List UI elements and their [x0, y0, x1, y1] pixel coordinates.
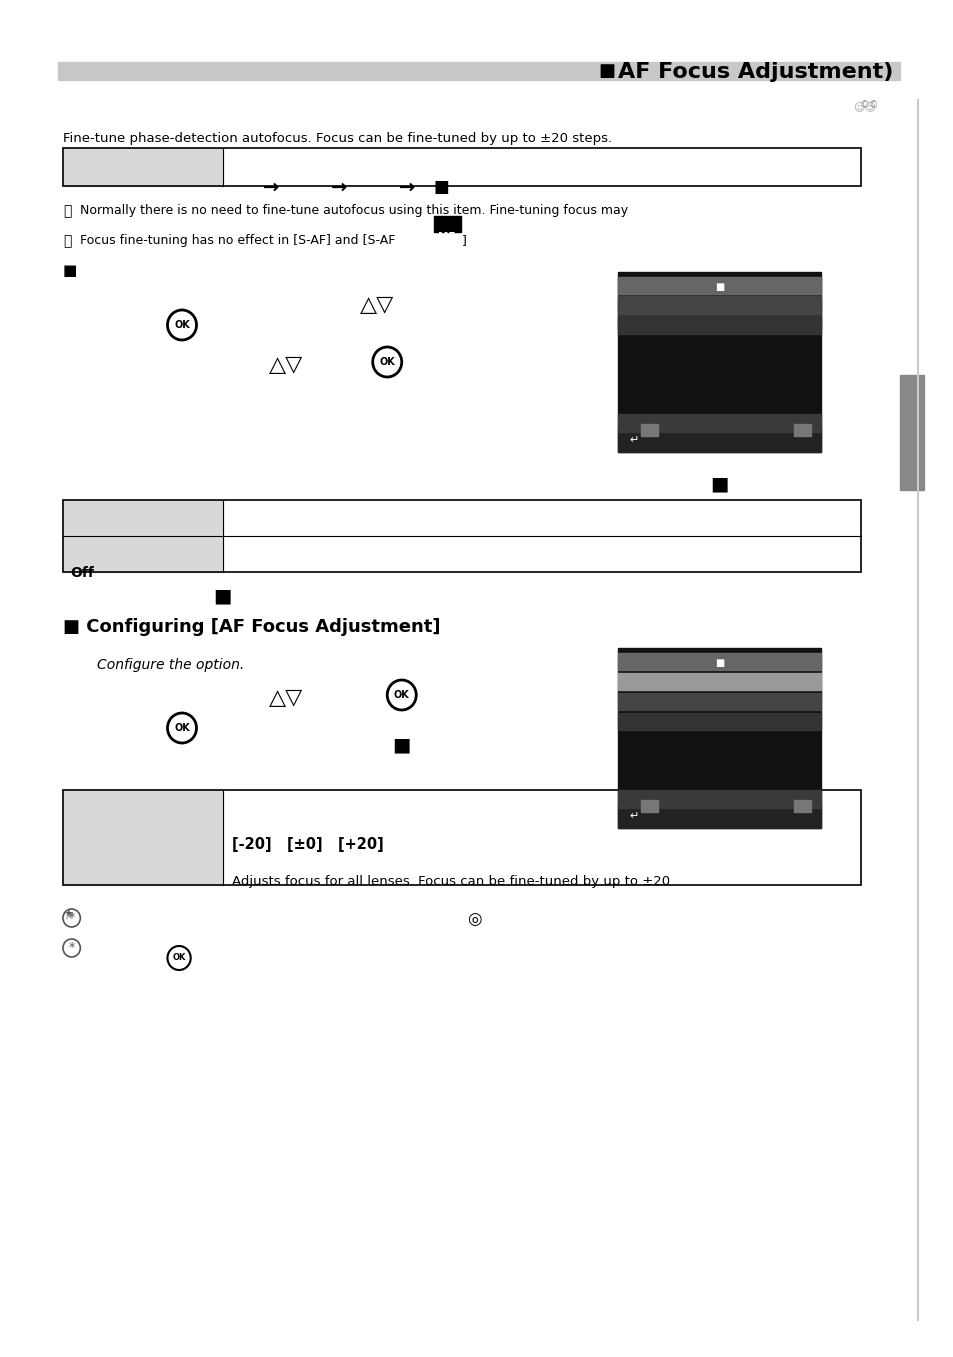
Bar	[617, 653, 820, 670]
Text: Adjusts focus for all lenses. Focus can be fine-tuned by up to ±20: Adjusts focus for all lenses. Focus can …	[233, 875, 670, 887]
Bar	[617, 277, 820, 294]
Bar	[63, 499, 222, 573]
Bar	[617, 318, 820, 334]
Bar	[640, 801, 658, 811]
Text: [-20]   [±0]   [+20]: [-20] [±0] [+20]	[233, 837, 384, 852]
Bar	[617, 693, 820, 710]
Text: ⓘ: ⓘ	[63, 204, 71, 218]
Text: ■: ■	[598, 62, 615, 80]
Text: ■: ■	[714, 282, 723, 292]
Bar	[793, 801, 810, 811]
Bar	[434, 216, 460, 232]
Text: ★: ★	[63, 911, 72, 920]
Bar	[617, 790, 820, 807]
Text: △▽: △▽	[268, 688, 302, 708]
Text: OK: OK	[379, 357, 395, 366]
Bar	[617, 806, 820, 828]
Bar	[617, 712, 820, 730]
Text: OK: OK	[174, 320, 190, 330]
Bar	[63, 148, 860, 186]
Text: *: *	[69, 942, 74, 954]
Bar	[617, 278, 820, 294]
Bar	[617, 673, 820, 689]
Bar	[63, 790, 222, 885]
Bar	[900, 375, 923, 490]
Text: ◎: ◎	[467, 911, 481, 928]
Bar	[793, 423, 810, 436]
Bar	[58, 62, 900, 80]
Text: →: →	[263, 178, 279, 197]
Text: →: →	[398, 178, 415, 197]
Text: ↵: ↵	[629, 811, 638, 821]
Bar	[617, 414, 820, 432]
Text: MF: MF	[438, 232, 456, 242]
Bar	[63, 499, 860, 573]
Text: ⓘ: ⓘ	[63, 233, 71, 248]
Bar	[617, 430, 820, 452]
Bar	[617, 271, 820, 452]
Bar	[617, 313, 820, 330]
Text: *: *	[69, 912, 74, 924]
Text: Focus fine-tuning has no effect in [S-AF] and [S-AF: Focus fine-tuning has no effect in [S-AF…	[80, 233, 395, 247]
Text: ■ Configuring [AF Focus Adjustment]: ■ Configuring [AF Focus Adjustment]	[63, 617, 440, 636]
Text: △▽: △▽	[360, 294, 395, 315]
Text: ■: ■	[392, 735, 411, 754]
Text: OK: OK	[394, 689, 409, 700]
Text: ©©: ©©	[859, 100, 878, 110]
Text: ]: ]	[461, 233, 466, 247]
Text: Off: Off	[71, 566, 94, 579]
Bar	[640, 423, 658, 436]
Text: ↵: ↵	[629, 436, 638, 445]
Text: ■: ■	[709, 474, 728, 493]
Text: Configure the option.: Configure the option.	[96, 658, 244, 672]
Text: ×: ×	[63, 911, 73, 923]
Bar	[63, 790, 860, 885]
Text: →: →	[331, 178, 347, 197]
Bar	[617, 296, 820, 312]
Text: ■: ■	[714, 658, 723, 668]
Bar	[617, 297, 820, 313]
Text: ■: ■	[434, 178, 449, 195]
Text: Fine-tune phase-detection autofocus. Focus can be fine-tuned by up to ±20 steps.: Fine-tune phase-detection autofocus. Foc…	[63, 132, 612, 145]
Bar	[617, 649, 820, 828]
Text: AF Focus Adjustment): AF Focus Adjustment)	[617, 62, 892, 81]
Text: ■: ■	[63, 263, 77, 278]
Text: ☺☺: ☺☺	[852, 103, 875, 113]
Bar	[63, 148, 222, 186]
Text: ■: ■	[213, 586, 232, 605]
Text: △▽: △▽	[268, 356, 302, 375]
Text: OK: OK	[172, 954, 186, 962]
Text: OK: OK	[174, 723, 190, 733]
Text: Normally there is no need to fine-tune autofocus using this item. Fine-tuning fo: Normally there is no need to fine-tune a…	[80, 204, 628, 217]
